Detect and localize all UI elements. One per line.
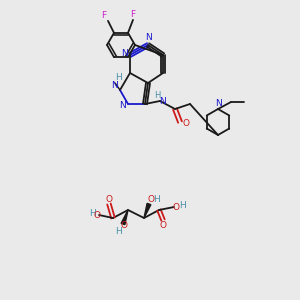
Text: F: F <box>101 11 106 20</box>
Polygon shape <box>121 210 128 225</box>
Text: H: H <box>88 208 95 217</box>
Text: O: O <box>148 194 154 203</box>
Polygon shape <box>144 203 151 218</box>
Text: O: O <box>106 194 112 203</box>
Text: H: H <box>178 202 185 211</box>
Text: H: H <box>153 194 159 203</box>
Text: O: O <box>94 211 100 220</box>
Text: O: O <box>121 220 128 230</box>
Text: N: N <box>214 100 221 109</box>
Text: N: N <box>159 97 165 106</box>
Text: N: N <box>112 80 118 89</box>
Text: O: O <box>160 220 167 230</box>
Text: H: H <box>116 226 122 236</box>
Text: H: H <box>154 92 160 100</box>
Text: N: N <box>145 34 152 43</box>
Text: O: O <box>182 119 190 128</box>
Text: F: F <box>130 11 136 20</box>
Text: N: N <box>120 101 126 110</box>
Text: N: N <box>122 49 128 58</box>
Text: H: H <box>115 74 122 82</box>
Text: O: O <box>172 202 179 211</box>
